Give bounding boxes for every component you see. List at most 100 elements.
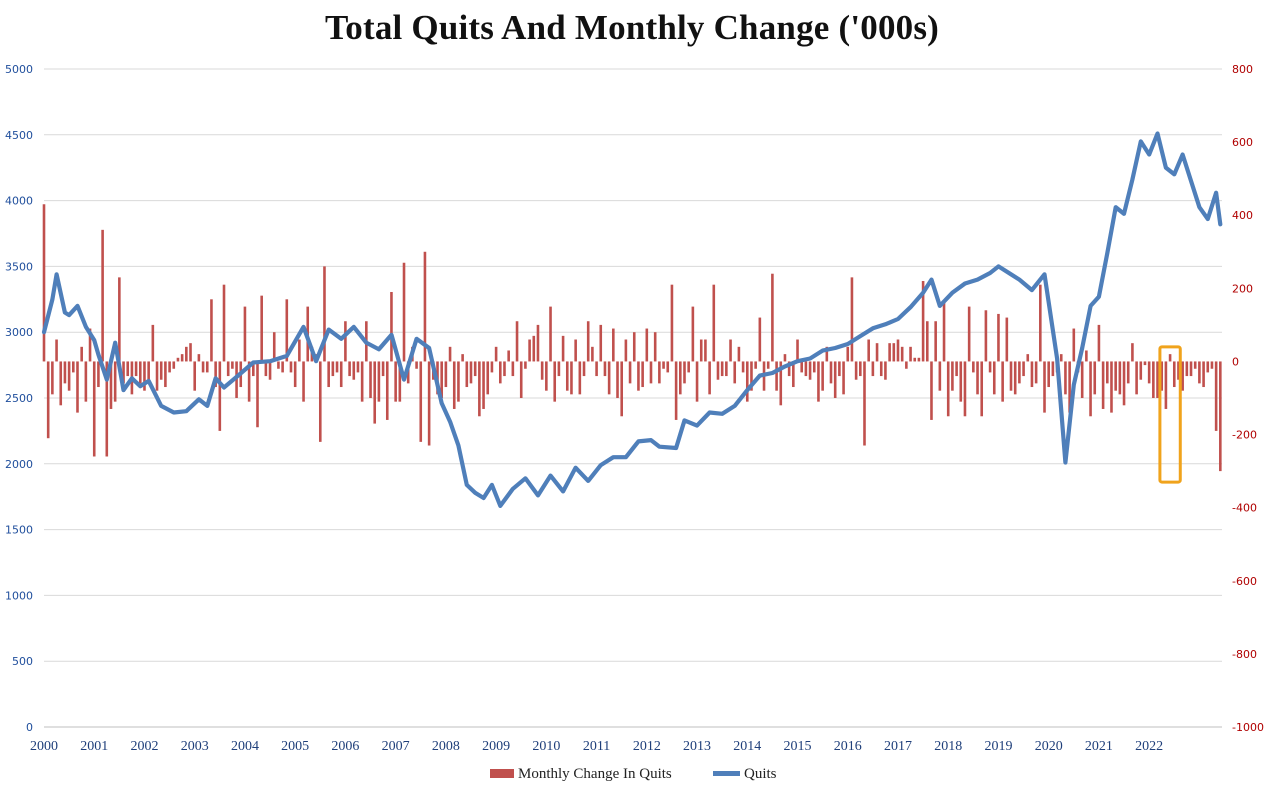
bar (55, 339, 58, 362)
bar (277, 361, 280, 369)
y-left-tick-label: 3500 (5, 260, 33, 273)
bar (750, 361, 753, 391)
bar (879, 361, 883, 377)
bar (775, 361, 778, 391)
bar (469, 361, 473, 384)
bar (896, 339, 900, 362)
bar (704, 339, 707, 362)
bar (327, 361, 330, 388)
x-tick-label: 2015 (784, 739, 812, 754)
bar (733, 361, 737, 384)
bar (787, 361, 791, 377)
quits-line (41, 131, 1223, 508)
y-right-tick-label: -800 (1232, 648, 1257, 661)
bar (955, 361, 958, 377)
bar (1051, 361, 1055, 377)
bar (1001, 361, 1004, 402)
bar (607, 361, 611, 395)
bar (666, 361, 670, 373)
x-tick-label: 2013 (683, 739, 711, 754)
bar (1126, 361, 1130, 384)
bar (1013, 361, 1017, 395)
bar (84, 361, 88, 402)
bar (599, 324, 603, 362)
bar (423, 251, 427, 362)
bar (745, 361, 749, 402)
bar (189, 343, 192, 362)
bar (917, 357, 921, 362)
bar (1147, 361, 1151, 384)
bar (231, 361, 234, 369)
x-tick-label: 2008 (432, 739, 460, 754)
bar (1039, 284, 1042, 362)
y-left-tick-label: 4000 (5, 195, 33, 208)
bar (925, 321, 929, 362)
bar (545, 361, 548, 391)
bar (344, 321, 347, 362)
bar (624, 339, 628, 362)
bar (1022, 361, 1025, 377)
bar (1030, 361, 1034, 388)
y-right-tick-label: 200 (1232, 282, 1253, 295)
bar (549, 306, 552, 362)
bar (737, 346, 741, 362)
bar (1026, 354, 1030, 362)
bar (1122, 361, 1126, 406)
y-left-tick-label: 1500 (5, 524, 33, 537)
bar (942, 302, 946, 362)
bar (1189, 361, 1193, 377)
bar (323, 266, 326, 362)
bar (708, 361, 711, 395)
x-tick-label: 2005 (281, 739, 309, 754)
bar (595, 361, 598, 377)
bar (582, 361, 586, 377)
bar (498, 361, 502, 384)
bar (725, 361, 728, 377)
bar (478, 361, 481, 417)
bar (176, 357, 180, 362)
bar (976, 361, 979, 395)
x-tick-label: 2016 (834, 739, 862, 754)
bar (1152, 361, 1155, 398)
bar (532, 335, 536, 362)
bar (959, 361, 963, 402)
bar (909, 346, 912, 362)
bar (632, 332, 636, 362)
bar (687, 361, 690, 373)
bar (536, 324, 540, 362)
bar (377, 361, 381, 402)
bar (490, 361, 494, 373)
bar (268, 361, 272, 380)
legend-label-monthly-change: Monthly Change In Quits (518, 766, 672, 782)
bar (151, 324, 155, 362)
bar (298, 339, 301, 362)
bar (272, 332, 276, 362)
bar (859, 361, 862, 377)
y-right-tick-label: -200 (1232, 429, 1257, 442)
y-right-tick-label: -1000 (1232, 721, 1264, 734)
bar (88, 328, 92, 362)
bar (528, 339, 531, 362)
bar (930, 361, 933, 420)
bar (394, 361, 397, 402)
bar (565, 361, 569, 391)
bar (360, 361, 364, 402)
bar (46, 361, 50, 439)
legend-label-quits: Quits (744, 766, 777, 782)
bar (339, 361, 343, 388)
bar (946, 361, 950, 417)
bar (352, 361, 356, 380)
bar (628, 361, 632, 384)
x-tick-label: 2012 (633, 739, 661, 754)
bar (415, 361, 418, 369)
x-tick-label: 2011 (583, 739, 610, 754)
bar (105, 361, 109, 457)
left-axis: 0 500 1000 1500 2000 2500 3000 3500 4000 4500 5000 (5, 63, 33, 734)
bar (147, 361, 150, 384)
bar (1172, 361, 1176, 388)
bar (1047, 361, 1050, 388)
y-left-tick-label: 5000 (5, 63, 33, 76)
bar (369, 361, 372, 398)
legend-swatch-quits (713, 771, 740, 776)
y-right-tick-label: 0 (1232, 355, 1239, 368)
